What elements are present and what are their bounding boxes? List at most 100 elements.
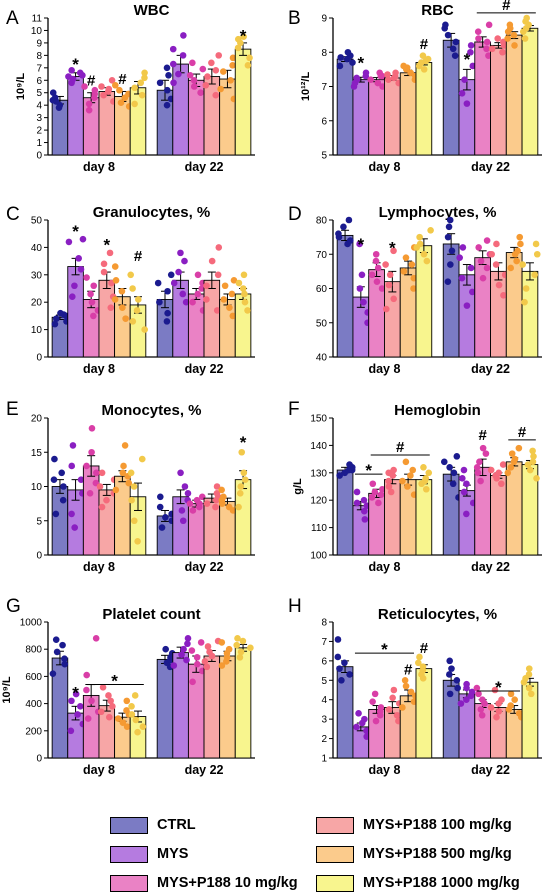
panel-c-data-point (107, 304, 115, 311)
panel-g-data-point (197, 639, 205, 646)
legend-item-p188-100: MYS+P188 100 mg/kg (316, 814, 512, 836)
panel-b-data-point (392, 69, 399, 77)
panel-d-data-point (456, 254, 463, 261)
panel-h-data-point (525, 665, 533, 672)
panel-e-data-point (130, 483, 138, 490)
panel-f-title: Hemoglobin (394, 402, 481, 419)
panel-b-data-point (344, 48, 352, 56)
panel-h-data-point (515, 710, 523, 717)
panel-e-data-point (50, 476, 58, 483)
panel-b-bar (505, 34, 523, 156)
panel-f-data-point (385, 483, 393, 490)
legend-label-p188-1000: MYS+P188 1000 mg/kg (363, 875, 520, 891)
panel-g-y-label: 10⁹/L (1, 676, 13, 704)
panel-g-data-point (67, 727, 75, 735)
panel-d-bar (442, 243, 460, 358)
panel-b-bracket-mark: # (502, 0, 511, 14)
panel-e-data-point (130, 517, 138, 525)
panel-a-data-point (163, 101, 171, 109)
panel-g-data-point (225, 645, 233, 653)
panel-d-data-point (420, 250, 428, 258)
panel-f-data-point (422, 485, 430, 493)
panel-c-data-point (228, 290, 236, 298)
panel-b-data-point (337, 54, 345, 61)
panel-f-data-point (390, 466, 397, 474)
panel-a-y-tick-label: 6 (36, 76, 42, 87)
panel-a-data-point (85, 100, 93, 108)
panel-c-data-point (77, 266, 85, 273)
panel-a-data-point (105, 85, 113, 93)
panel-c-data-point (179, 290, 187, 298)
panel-c-data-point (129, 285, 136, 292)
panel-d-data-point (444, 278, 452, 285)
panel-g-data-point (178, 651, 185, 658)
panel-d-title: Lymphocytes, % (379, 204, 497, 221)
panel-f-data-point (511, 455, 519, 463)
panel-f-y-tick-label: 140 (310, 441, 327, 452)
panel-h-title: Reticulocytes, % (378, 606, 497, 623)
panel-c-data-point (235, 279, 243, 287)
panel-b-significance-mark: # (420, 36, 429, 53)
legend-swatch-mys (110, 845, 148, 863)
panel-h-y-tick-label: 5 (321, 676, 327, 687)
panel-g-data-point (237, 648, 245, 656)
panel-g-bar (187, 663, 205, 759)
panel-f-data-point (529, 447, 536, 455)
panel-a-letter: A (6, 8, 19, 29)
panel-h-data-point (346, 671, 353, 678)
panel-d-data-point (531, 271, 539, 279)
panel-a-y-label: 10⁹/L (15, 73, 27, 101)
panel-b-data-point (384, 71, 391, 78)
panel-a-data-point (234, 44, 242, 52)
panel-a-data-point (186, 71, 194, 79)
panel-d-data-point (410, 274, 418, 282)
panel-e-bar (172, 496, 189, 556)
panel-h-data-point (355, 710, 362, 717)
panel-a-data-point (76, 69, 84, 77)
panel-e-data-point (189, 507, 197, 514)
legend-swatch-p188-10 (110, 874, 148, 892)
panel-a-data-point (51, 94, 59, 102)
panel-e-data-point (103, 496, 110, 504)
panel-c-data-point (194, 271, 202, 279)
panel-c-data-point (75, 255, 82, 262)
panel-f-data-point (402, 458, 410, 466)
panel-h-data-point (363, 727, 370, 735)
panel-h-data-point (477, 706, 485, 713)
panel-d-data-point (378, 285, 386, 292)
panel-b-y-tick-label: 5 (321, 151, 327, 162)
panel-d-data-point (446, 216, 454, 224)
panel-a-title: WBC (134, 2, 170, 19)
panel-e-y-tick-label: 5 (36, 516, 42, 527)
panel-e-data-point (203, 500, 211, 507)
panel-b-data-point (510, 31, 518, 39)
panel-f-data-point (499, 461, 507, 468)
panel-g-data-point (236, 654, 244, 661)
panel-h-data-point (334, 653, 342, 661)
panel-d-data-point (346, 237, 354, 244)
panel-c-data-point (241, 298, 249, 306)
panel-h-data-point (495, 708, 503, 715)
panel-h-data-point (401, 676, 409, 684)
panel-f-data-point (409, 466, 417, 474)
panel-d-data-point (368, 271, 376, 279)
panel-d-data-point (416, 233, 423, 241)
panel-b-significance-mark: * (464, 50, 471, 69)
panel-h-data-point (491, 686, 499, 694)
panel-d-data-point (382, 305, 390, 313)
panel-a-x-tick-label: day 22 (185, 160, 224, 174)
panel-d-y-tick-label: 60 (316, 284, 328, 295)
panel-d-y-tick-label: 40 (316, 353, 328, 364)
panel-a-data-point (244, 62, 252, 69)
panel-h-data-point (336, 665, 343, 672)
panel-c-y-tick-label: 30 (31, 270, 43, 281)
panel-d-data-point (522, 285, 530, 292)
panel-d-data-point (374, 264, 382, 272)
panel-d-x-tick-label: day 8 (368, 362, 400, 376)
panel-g-data-point (123, 707, 130, 714)
legend-label-p188-10: MYS+P188 10 mg/kg (157, 875, 298, 891)
panel-h-data-point (479, 696, 486, 704)
panel-c-data-point (90, 282, 98, 290)
panel-c-data-point (194, 290, 202, 298)
panel-e-data-point (127, 469, 135, 477)
